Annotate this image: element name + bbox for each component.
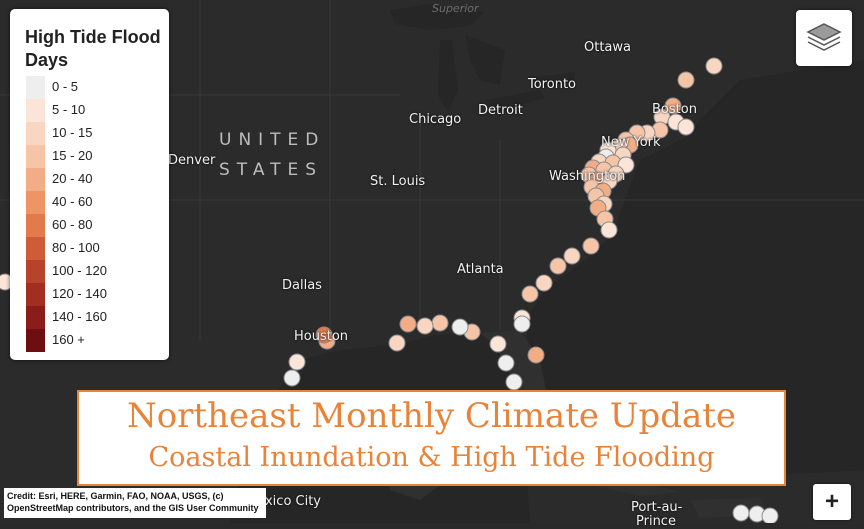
tide-station-marker[interactable] — [489, 335, 507, 353]
tide-station-marker[interactable] — [399, 315, 417, 333]
tide-station-marker[interactable] — [732, 504, 750, 522]
legend-item: 5 - 10 — [26, 99, 162, 122]
legend-label: 20 - 40 — [52, 171, 93, 186]
tide-station-marker[interactable] — [497, 354, 515, 372]
legend-swatch — [26, 237, 45, 260]
tide-station-marker[interactable] — [513, 315, 531, 333]
legend-item: 120 - 140 — [26, 283, 162, 306]
layers-button[interactable] — [796, 10, 852, 66]
city-label: Dallas — [282, 278, 322, 293]
tide-station-marker[interactable] — [664, 97, 682, 115]
legend-title: High Tide Flood Days — [25, 27, 161, 70]
city-label: Atlanta — [457, 262, 504, 277]
city-label: Toronto — [528, 77, 576, 92]
tide-station-marker[interactable] — [505, 373, 523, 391]
city-label: Denver — [168, 153, 216, 168]
layers-icon — [806, 23, 842, 51]
title-banner: Northeast Monthly Climate Update Coastal… — [77, 390, 786, 486]
legend-swatch — [26, 191, 45, 214]
city-label: New York — [601, 135, 661, 150]
city-label: Detroit — [478, 103, 523, 118]
legend-label: 5 - 10 — [52, 102, 86, 117]
city-label: Houston — [294, 329, 349, 344]
legend-item: 160 + — [26, 329, 162, 352]
station-markers — [0, 57, 779, 523]
lake-michigan — [438, 40, 458, 112]
legend-label: 15 - 20 — [52, 148, 93, 163]
legend-label: 120 - 140 — [52, 286, 107, 301]
legend-swatch — [26, 260, 45, 283]
legend-label: 80 - 100 — [52, 240, 100, 255]
legend-swatch — [26, 283, 45, 306]
legend-label: 0 - 5 — [52, 79, 79, 94]
legend-swatch — [26, 168, 45, 191]
tide-station-marker[interactable] — [288, 353, 306, 371]
legend-label: 160 + — [52, 332, 85, 347]
legend-label: 100 - 120 — [52, 263, 107, 278]
legend-swatch — [26, 145, 45, 168]
tide-station-marker[interactable] — [388, 334, 406, 352]
legend-label: 60 - 80 — [52, 217, 93, 232]
lake-erie — [485, 90, 545, 112]
legend-swatch — [26, 122, 45, 145]
city-label: Port-au- — [631, 500, 683, 515]
legend-item: 60 - 80 — [26, 214, 162, 237]
tide-station-marker[interactable] — [416, 317, 434, 335]
legend-swatch — [26, 329, 45, 352]
banner-title: Northeast Monthly Climate Update — [126, 396, 737, 436]
atlantic-ocean — [525, 60, 864, 480]
tide-station-marker[interactable] — [563, 247, 581, 265]
legend-swatch — [26, 99, 45, 122]
tide-station-marker[interactable] — [600, 221, 618, 239]
legend-label: 10 - 15 — [52, 125, 93, 140]
city-label: Prince — [636, 514, 676, 529]
tide-station-marker[interactable] — [582, 237, 600, 255]
lake-superior — [390, 4, 485, 30]
legend-item: 140 - 160 — [26, 306, 162, 329]
legend-swatch — [26, 306, 45, 329]
tide-station-marker[interactable] — [549, 257, 567, 275]
tide-station-marker[interactable] — [535, 274, 553, 292]
legend-item: 80 - 100 — [26, 237, 162, 260]
legend-swatch — [26, 214, 45, 237]
lake-ontario — [530, 72, 575, 88]
tide-station-marker[interactable] — [521, 285, 539, 303]
tide-station-marker[interactable] — [283, 369, 301, 387]
city-label: Ottawa — [584, 40, 631, 55]
legend-item: 100 - 120 — [26, 260, 162, 283]
banner-subtitle: Coastal Inundation & High Tide Flooding — [148, 442, 715, 473]
tide-station-marker[interactable] — [677, 118, 695, 136]
legend-label: 140 - 160 — [52, 309, 107, 324]
legend-panel: High Tide Flood Days 0 - 5 5 - 10 10 - 15 1… — [10, 9, 169, 360]
zoom-in-button[interactable]: + — [813, 484, 851, 520]
city-label: Chicago — [409, 112, 462, 127]
legend-item: 20 - 40 — [26, 168, 162, 191]
legend-item: 15 - 20 — [26, 145, 162, 168]
lake-label: Superior — [432, 2, 479, 15]
tide-station-marker[interactable] — [431, 314, 449, 332]
city-label: Boston — [652, 102, 697, 117]
attribution-credit: Credit: Esri, HERE, Garmin, FAO, NOAA, U… — [4, 488, 266, 518]
legend-label: 40 - 60 — [52, 194, 93, 209]
lake-huron — [465, 35, 505, 85]
tide-station-marker[interactable] — [451, 318, 469, 336]
legend-item: 40 - 60 — [26, 191, 162, 214]
tide-station-marker[interactable] — [315, 326, 333, 344]
tide-station-marker[interactable] — [527, 346, 545, 364]
tide-station-marker[interactable] — [705, 57, 723, 75]
city-label: Washington — [549, 169, 626, 184]
legend-item: 0 - 5 — [26, 76, 162, 99]
tide-station-marker[interactable] — [677, 71, 695, 89]
country-label: STATES — [219, 160, 324, 180]
tide-station-marker[interactable] — [761, 507, 779, 523]
legend-swatch — [26, 76, 45, 99]
city-label: St. Louis — [370, 174, 426, 189]
country-label: UNITED — [219, 130, 326, 150]
legend-item: 10 - 15 — [26, 122, 162, 145]
